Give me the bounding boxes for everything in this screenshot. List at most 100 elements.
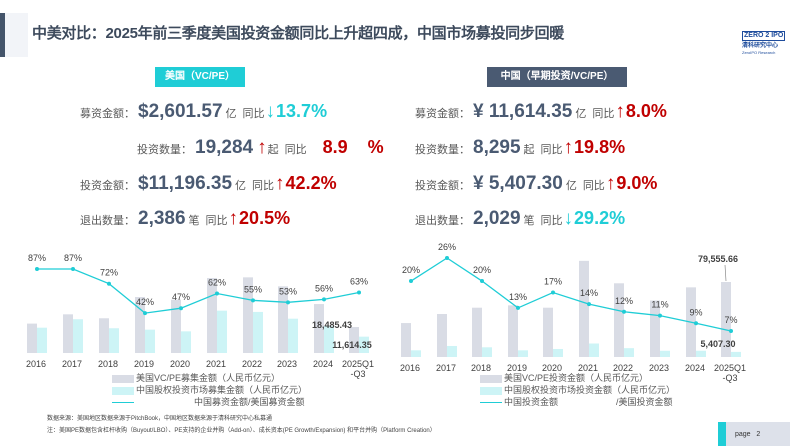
page-number: page 2 [735, 431, 761, 438]
ratio-point [322, 297, 326, 302]
x-tick-label: 2025Q1 [342, 359, 374, 369]
stat-change: 19.8% [574, 137, 626, 157]
value-annotation: 18,485.43 [312, 320, 352, 330]
ratio-point [143, 311, 147, 316]
legend-swatch [112, 374, 134, 383]
cn-bar [37, 327, 47, 353]
us-bar [207, 278, 217, 353]
ratio-point [107, 281, 111, 286]
yoy-label: 同比 [540, 144, 563, 156]
stat-change: 29.2% [574, 208, 626, 228]
stat-change-percent: % [367, 137, 384, 157]
us-stat-row: 投资金额： $11,196.35 亿同比 ↑ 42.2% [80, 171, 337, 197]
note-text: 注：美国PE数据包含杠杆收购（Buyout/LBO）、PE支持的企业并购（Add… [47, 428, 436, 434]
x-tick-label: 2017 [436, 363, 456, 373]
us-bar [314, 304, 324, 353]
ratio-point [480, 279, 484, 284]
ratio-label: 55% [244, 284, 262, 294]
ratio-point [286, 300, 290, 305]
stat-label: 募资金额： [80, 108, 135, 120]
arrow-up-icon: ↑ [257, 137, 267, 158]
ratio-point [516, 305, 520, 310]
ratio-label: 87% [28, 253, 46, 263]
ratio-label: 20% [473, 265, 491, 275]
x-tick-label: 2021 [578, 363, 598, 373]
stat-unit: 笔 [523, 215, 535, 227]
ratio-point [71, 267, 75, 271]
stat-label: 投资金额： [415, 180, 470, 192]
legend-left-us: 美国VC/PE募集金额（人民币亿元） [112, 373, 280, 384]
us-bar [508, 305, 518, 357]
ratio-label: 53% [279, 286, 297, 296]
stat-change: 13.7% [276, 101, 328, 121]
stat-unit: 起 [523, 144, 535, 156]
x-tick-label: 2018 [98, 359, 118, 369]
value-annotation: 5,407.30 [700, 339, 735, 349]
stat-unit: 亿 [575, 108, 587, 120]
stat-value: ¥ 11,614.35 [473, 101, 573, 122]
legend-label: /美国投资金额 [616, 397, 673, 407]
ratio-point [179, 306, 183, 311]
ratio-label: 17% [544, 277, 562, 287]
ratio-point [251, 298, 255, 303]
ratio-point [357, 290, 361, 295]
ratio-point [587, 302, 591, 307]
x-tick-label: 2019 [507, 363, 527, 373]
stat-label: 退出数量： [80, 215, 135, 227]
us-bar [171, 299, 181, 353]
ratio-line [37, 268, 360, 314]
us-bar [579, 260, 589, 357]
x-tick-label: 2018 [471, 363, 491, 373]
ratio-label: 62% [208, 278, 226, 288]
ratio-label: 26% [438, 242, 456, 252]
x-tick-label: -Q3 [350, 369, 365, 379]
us-bar [135, 297, 145, 353]
cn-bar [589, 343, 599, 357]
legend-label: 中国募资金额/美国募资金额 [194, 397, 305, 407]
stat-unit: 起 [267, 144, 279, 156]
cn-stat-row: 投资金额： ¥ 5,407.30 亿同比 ↑ 9.0% [415, 171, 657, 197]
yoy-label: 同比 [284, 144, 307, 156]
ratio-point [445, 256, 449, 260]
stat-change: 8.0% [625, 101, 667, 121]
cn-bar [288, 318, 298, 353]
value-annotation: 11,614.35 [332, 340, 372, 350]
stat-value: ¥ 5,407.30 [473, 173, 563, 194]
cn-bar [145, 329, 155, 353]
us-stat-row: 退出数量： 2,386 笔同比 ↑ 20.5% [80, 206, 290, 232]
legend-label: 中国股权投资市场募集金额（人民币亿元） [136, 385, 308, 395]
legend-label: 美国VC/PE投资金额（人民币亿元） [504, 373, 649, 383]
x-tick-label: 2024 [685, 363, 705, 373]
us-bar [349, 327, 359, 353]
us-bar [614, 283, 624, 357]
legend-label: 中国股权投资市场投资金额（人民币亿元） [504, 385, 676, 395]
stat-change: 9.0% [616, 173, 658, 193]
cn-bar [324, 325, 334, 353]
x-tick-label: 2016 [400, 363, 420, 373]
stat-change: 20.5% [239, 208, 291, 228]
cn-bar [660, 350, 670, 357]
yoy-label: 同比 [582, 180, 605, 192]
us-bar [650, 300, 660, 357]
stat-value: 19,284 [195, 137, 254, 158]
ratio-label: 63% [350, 277, 368, 287]
stat-value: 8,295 [473, 137, 521, 158]
x-tick-label: -Q3 [722, 373, 737, 383]
ratio-label: 87% [64, 253, 82, 263]
x-tick-label: 2025Q1 [714, 363, 746, 373]
cn-bar [518, 350, 528, 357]
cn-bar [217, 310, 227, 353]
ratio-point [35, 267, 39, 271]
title-panel [5, 13, 28, 57]
legend-right-cn: 中国股权投资市场投资金额（人民币亿元） [480, 385, 675, 396]
x-tick-label: 2021 [206, 359, 226, 369]
cn-bar [253, 311, 263, 353]
us-bar [278, 286, 288, 353]
stat-label: 投资数量： [415, 144, 470, 156]
arrow-up-icon: ↑ [615, 101, 625, 122]
stat-label: 投资金额： [80, 180, 135, 192]
legend-line [112, 402, 134, 403]
cn-bar [411, 350, 421, 357]
source-text: 数据来源：美国地区数据来源于PitchBook，中国地区数据来源于清科研究中心私… [47, 416, 273, 422]
us-bar [437, 314, 447, 357]
